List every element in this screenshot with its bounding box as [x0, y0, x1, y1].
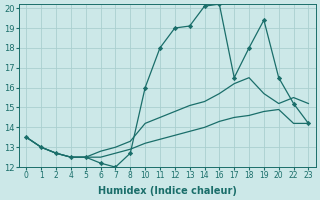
X-axis label: Humidex (Indice chaleur): Humidex (Indice chaleur) — [98, 186, 237, 196]
